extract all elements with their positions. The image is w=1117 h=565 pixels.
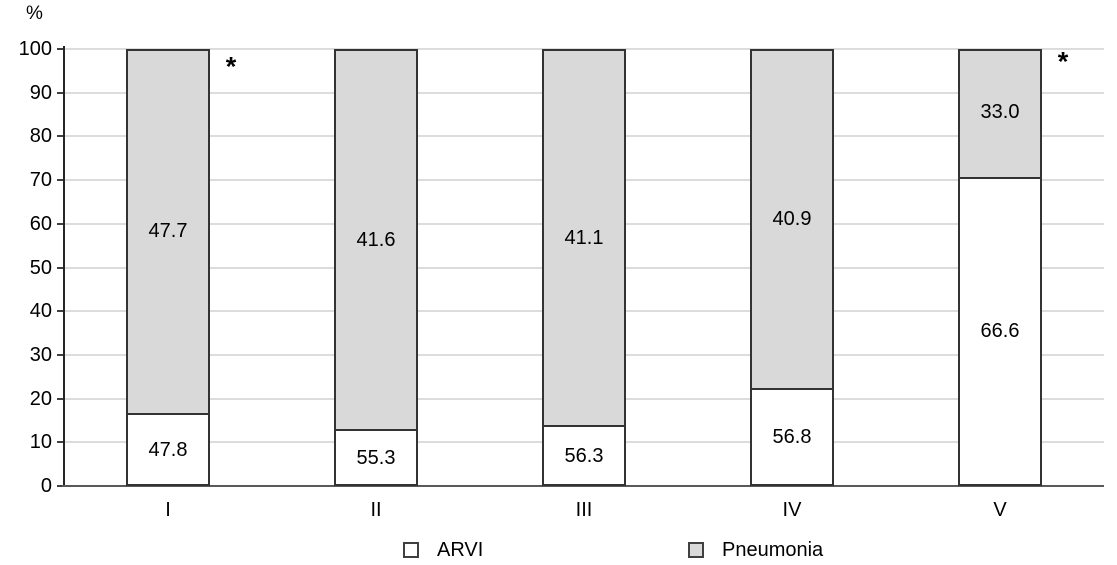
legend-item-pneumonia: Pneumonia (688, 539, 824, 561)
y-axis-tick-label: 20 (29, 387, 52, 410)
y-axis-unit-label: % (26, 3, 43, 24)
legend-swatch-arvi-icon (403, 542, 419, 558)
x-axis-category-label-I: I (165, 499, 171, 521)
y-axis-tick-label: 40 (29, 300, 52, 323)
bar-III (542, 49, 626, 486)
significance-asterisk-V: * (1057, 46, 1069, 77)
bar-value-label-arvi-III: 56.3 (564, 445, 604, 468)
y-axis-tick-label: 50 (29, 256, 52, 279)
y-axis-tick-label: 100 (18, 38, 52, 60)
significance-asterisk-I: * (225, 51, 237, 82)
legend-label-arvi: ARVI (437, 539, 484, 561)
y-axis-tick-label: 0 (40, 475, 52, 497)
y-axis-tick-label: 80 (29, 125, 52, 148)
y-axis-tick-label: 60 (29, 212, 52, 235)
y-axis-tick-label: 10 (29, 431, 52, 454)
bar-IV (750, 49, 834, 486)
bar-segment-pneumonia-IV (752, 51, 832, 390)
bar-segment-pneumonia-II (336, 51, 416, 432)
bar-value-label-arvi-IV: 56.8 (772, 426, 812, 449)
bar-II (334, 49, 418, 486)
y-axis-tick (57, 353, 64, 356)
bar-segment-pneumonia-III (544, 51, 624, 427)
bar-value-label-pneumonia-V: 33.0 (980, 101, 1020, 124)
legend-item-arvi: ARVI (403, 539, 484, 561)
x-axis-line (62, 485, 1104, 487)
y-axis-tick (57, 179, 64, 182)
y-axis-tick (57, 135, 64, 138)
y-axis-tick-label: 70 (29, 169, 52, 192)
y-axis-tick-label: 90 (29, 81, 52, 104)
x-axis-category-label-II: II (370, 499, 382, 521)
bar-segment-pneumonia-I (128, 51, 208, 415)
y-axis-tick (57, 310, 64, 313)
bar-value-label-pneumonia-I: 47.7 (148, 220, 188, 243)
y-axis-tick (57, 485, 64, 487)
bar-V (958, 49, 1042, 486)
x-axis-category-label-V: V (993, 499, 1007, 521)
y-axis-tick (57, 266, 64, 269)
y-axis-tick (57, 441, 64, 444)
bar-segment-pneumonia-V (960, 51, 1040, 179)
y-axis-tick (57, 48, 64, 50)
bar-value-label-arvi-I: 47.8 (148, 438, 188, 461)
bar-value-label-pneumonia-III: 41.1 (564, 226, 604, 249)
y-axis-tick (57, 91, 64, 94)
legend-swatch-pneumonia-icon (688, 542, 704, 558)
bar-value-label-arvi-II: 55.3 (356, 447, 396, 470)
y-axis-tick-label: 30 (29, 343, 52, 366)
y-axis-tick (57, 222, 64, 225)
legend-label-pneumonia: Pneumonia (722, 539, 824, 561)
x-axis-category-label-III: III (575, 499, 593, 521)
y-axis-tick (57, 397, 64, 400)
x-axis-category-label-IV: IV (782, 499, 802, 521)
bar-I (126, 49, 210, 486)
y-axis-line (63, 46, 65, 487)
bar-value-label-arvi-V: 66.6 (980, 319, 1020, 342)
bar-value-label-pneumonia-IV: 40.9 (772, 207, 812, 230)
bar-value-label-pneumonia-II: 41.6 (356, 228, 396, 251)
